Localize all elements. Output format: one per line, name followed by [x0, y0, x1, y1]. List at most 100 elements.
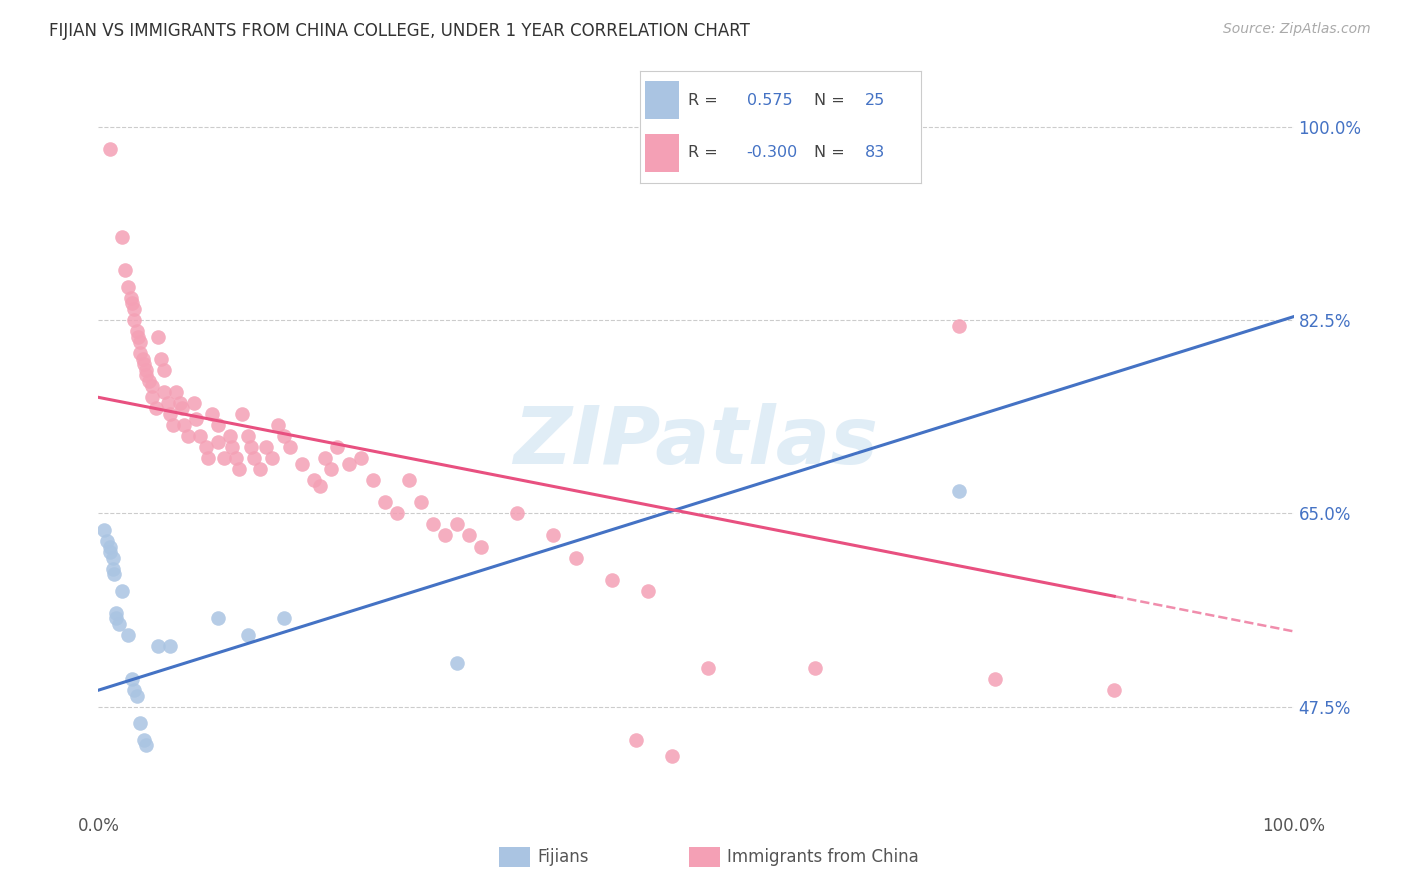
Point — [225, 451, 247, 466]
Point — [236, 628, 259, 642]
Point — [249, 462, 271, 476]
Text: R =: R = — [688, 145, 717, 161]
Point — [173, 417, 195, 432]
Point — [135, 362, 157, 376]
Point — [138, 374, 160, 388]
Point — [291, 457, 314, 471]
Text: Source: ZipAtlas.com: Source: ZipAtlas.com — [1223, 22, 1371, 37]
Point — [149, 351, 172, 366]
Point — [121, 296, 143, 310]
Point — [103, 567, 125, 582]
Point — [212, 451, 235, 466]
Point — [236, 429, 259, 443]
Point — [308, 479, 330, 493]
Point — [434, 528, 457, 542]
Point — [96, 533, 118, 548]
Text: N =: N = — [814, 145, 845, 161]
Point — [172, 401, 194, 416]
Point — [132, 732, 155, 747]
Point — [363, 473, 385, 487]
Text: Immigrants from China: Immigrants from China — [727, 848, 918, 866]
Point — [422, 517, 444, 532]
Point — [129, 335, 152, 350]
Point — [169, 396, 191, 410]
Point — [162, 417, 184, 432]
Text: FIJIAN VS IMMIGRANTS FROM CHINA COLLEGE, UNDER 1 YEAR CORRELATION CHART: FIJIAN VS IMMIGRANTS FROM CHINA COLLEGE,… — [49, 22, 749, 40]
Point — [186, 412, 208, 426]
Point — [98, 545, 122, 559]
Point — [228, 462, 250, 476]
Point — [127, 329, 149, 343]
Point — [135, 368, 157, 383]
Point — [948, 318, 970, 333]
Point — [124, 683, 146, 698]
Point — [273, 611, 295, 625]
Point — [183, 396, 205, 410]
Point — [201, 407, 224, 421]
Point — [1104, 683, 1126, 698]
Point — [188, 429, 211, 443]
Bar — [645, 134, 679, 171]
Text: 25: 25 — [865, 93, 884, 108]
Point — [278, 440, 301, 454]
Point — [132, 357, 155, 371]
Point — [207, 417, 229, 432]
Point — [385, 507, 409, 521]
Point — [111, 230, 134, 244]
Point — [141, 390, 163, 404]
Point — [125, 324, 148, 338]
Point — [661, 749, 683, 764]
Text: N =: N = — [814, 93, 845, 108]
Point — [339, 457, 361, 471]
Bar — [645, 81, 679, 120]
Point — [626, 732, 648, 747]
Point — [254, 440, 277, 454]
Point — [446, 656, 468, 670]
Point — [105, 611, 128, 625]
Point — [326, 440, 349, 454]
Point — [131, 351, 153, 366]
Point — [145, 401, 167, 416]
Point — [273, 429, 295, 443]
Point — [111, 583, 134, 598]
Point — [697, 661, 720, 675]
Point — [602, 573, 624, 587]
Point — [120, 291, 142, 305]
Point — [124, 301, 146, 316]
Point — [411, 495, 433, 509]
Point — [458, 528, 481, 542]
Point — [129, 716, 152, 731]
Point — [207, 434, 229, 449]
Point — [121, 672, 143, 686]
Point — [219, 429, 242, 443]
Point — [243, 451, 266, 466]
Point — [207, 611, 229, 625]
Point — [125, 689, 148, 703]
Point — [148, 329, 170, 343]
Point — [948, 484, 970, 499]
Point — [105, 606, 128, 620]
Text: R =: R = — [688, 93, 717, 108]
Point — [984, 672, 1007, 686]
Point — [506, 507, 529, 521]
Point — [101, 561, 124, 575]
Point — [470, 540, 492, 554]
Point — [221, 440, 243, 454]
Point — [117, 628, 139, 642]
Point — [129, 346, 152, 360]
Point — [114, 263, 136, 277]
Point — [267, 417, 290, 432]
Point — [260, 451, 283, 466]
Point — [446, 517, 468, 532]
Point — [159, 639, 181, 653]
Text: ZIPatlas: ZIPatlas — [513, 402, 879, 481]
Point — [804, 661, 827, 675]
Point — [159, 407, 181, 421]
Point — [565, 550, 588, 565]
Point — [231, 407, 253, 421]
Point — [107, 616, 129, 631]
Point — [148, 639, 170, 653]
Point — [541, 528, 564, 542]
Point — [156, 396, 179, 410]
Point — [240, 440, 263, 454]
